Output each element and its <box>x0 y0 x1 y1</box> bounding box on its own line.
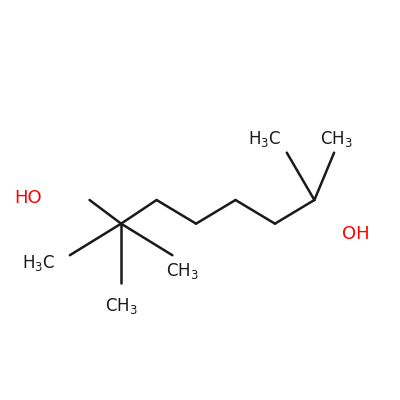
Text: HO: HO <box>15 189 42 207</box>
Text: H$_3$C: H$_3$C <box>248 129 282 149</box>
Text: OH: OH <box>342 224 370 242</box>
Text: CH$_3$: CH$_3$ <box>166 261 199 281</box>
Text: H$_3$C: H$_3$C <box>22 253 55 273</box>
Text: CH$_3$: CH$_3$ <box>105 296 138 316</box>
Text: CH$_3$: CH$_3$ <box>320 129 352 149</box>
